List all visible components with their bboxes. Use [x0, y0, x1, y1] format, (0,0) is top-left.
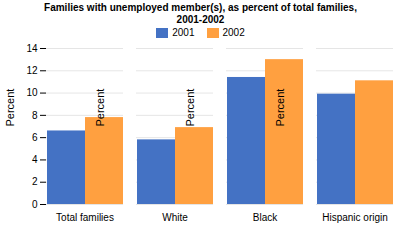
html-text:2001: 2001	[172, 27, 195, 38]
svg-text:12: 12	[26, 65, 38, 76]
svg-text:Percent: Percent	[4, 89, 16, 127]
svg-text:Percent: Percent	[274, 89, 286, 127]
svg-text:White: White	[162, 212, 188, 223]
svg-text:Hispanic origin: Hispanic origin	[322, 212, 388, 223]
svg-text:10: 10	[26, 87, 38, 98]
svg-text:8: 8	[32, 110, 38, 121]
svg-text:14: 14	[26, 43, 38, 54]
html-text:Families with unemployed membe: Families with unemployed member(s), as p…	[44, 2, 357, 25]
svg-text:Percent: Percent	[94, 89, 106, 127]
svg-text:2: 2	[32, 176, 38, 187]
svg-text:Total families: Total families	[56, 212, 114, 223]
svg-text:0: 0	[32, 199, 38, 210]
svg-text:4: 4	[32, 154, 38, 165]
svg-text:Black: Black	[253, 212, 278, 223]
svg-text:Percent: Percent	[184, 89, 196, 127]
html-text:2002: 2002	[222, 27, 245, 38]
svg-text:6: 6	[32, 132, 38, 143]
